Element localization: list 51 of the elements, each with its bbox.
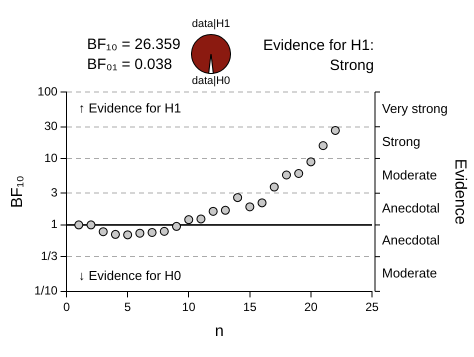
point xyxy=(135,228,144,238)
point xyxy=(86,220,96,230)
text: Moderate xyxy=(382,167,437,182)
point xyxy=(306,157,316,166)
x-tick-label: 5 xyxy=(124,300,132,314)
text: Very strong xyxy=(382,100,448,116)
y-axis-title: BF₁₀ xyxy=(9,175,26,208)
point xyxy=(123,230,132,240)
point xyxy=(160,226,169,236)
point xyxy=(208,206,218,216)
point xyxy=(196,214,206,224)
x-tick-label: 0 xyxy=(63,300,70,314)
point xyxy=(110,230,120,239)
point xyxy=(233,193,242,202)
slice-label: data|H1 xyxy=(190,18,232,30)
y-tick-label: 3 xyxy=(50,186,58,200)
y-tick-label: 30 xyxy=(44,119,58,134)
point xyxy=(270,182,279,192)
y-tick-label: 10 xyxy=(44,150,58,165)
x-tick-label: 20 xyxy=(304,300,318,314)
y-tick-label: 100 xyxy=(38,84,58,98)
y-tick-label: 1/10 xyxy=(34,284,58,298)
x-axis-title: n xyxy=(214,322,224,340)
x-tick-label: 10 xyxy=(182,300,196,314)
text: Anecdotal xyxy=(382,200,440,216)
point xyxy=(282,170,291,180)
text: Anecdotal xyxy=(382,232,440,248)
text: BF₀₁ = 0.038 xyxy=(87,56,172,73)
point xyxy=(74,220,84,230)
slice-label: data|H0 xyxy=(190,75,232,87)
text: BF₁₀ = 26.359 xyxy=(87,36,180,53)
point xyxy=(245,202,254,212)
point xyxy=(318,141,328,150)
annotation: ↑ Evidence for H1 xyxy=(78,100,182,116)
point xyxy=(294,169,304,178)
point xyxy=(148,228,157,237)
y-tick-label: 1/3 xyxy=(40,248,58,263)
x-tick-label: 15 xyxy=(243,300,257,314)
point xyxy=(184,215,194,224)
point xyxy=(172,222,182,231)
y2-axis-title: Evidence xyxy=(452,158,469,225)
text: Strong xyxy=(382,134,420,150)
point xyxy=(220,206,230,215)
x-tick-label: 25 xyxy=(365,300,379,314)
text: Evidence for H1: Strong xyxy=(262,36,374,76)
annotation: ↓ Evidence for H0 xyxy=(78,268,182,283)
point xyxy=(98,227,108,236)
text: Moderate xyxy=(382,266,437,281)
point xyxy=(258,198,267,208)
point xyxy=(330,126,340,135)
y-tick-label: 1 xyxy=(50,217,58,232)
